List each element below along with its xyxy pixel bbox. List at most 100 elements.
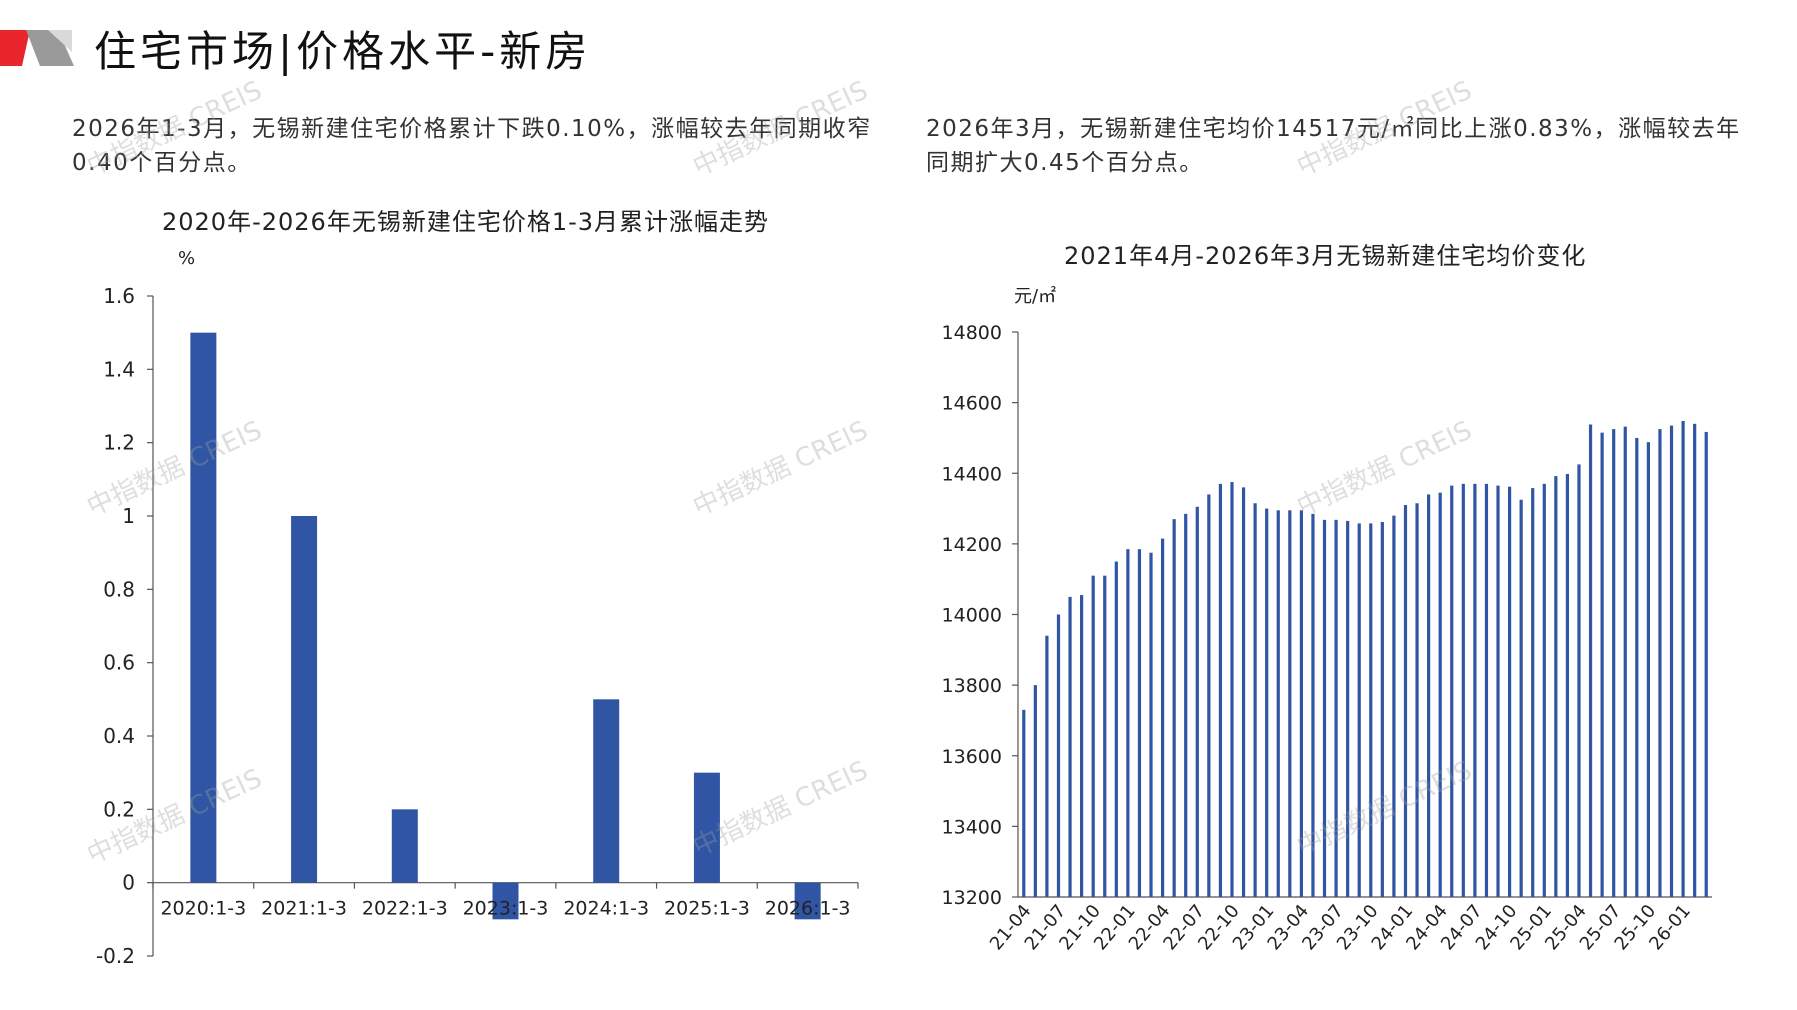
chart2-bar — [1612, 429, 1616, 897]
chart2-bar — [1484, 483, 1489, 897]
chart2-y-tick-label: 13600 — [942, 746, 1002, 768]
chart2-bar — [1137, 549, 1142, 897]
chart2-y-tick-label: 14000 — [942, 605, 1002, 627]
chart1-y-tick-label: 1 — [122, 504, 135, 528]
chart2-bar — [1646, 442, 1650, 897]
chart2-bar — [1230, 482, 1234, 897]
chart2-bar — [1658, 429, 1662, 897]
chart2-bar — [1207, 494, 1211, 897]
chart2-bar — [1045, 635, 1049, 897]
chart1-x-tick-label: 2024:1-3 — [563, 898, 649, 920]
chart1-x-tick-label: 2025:1-3 — [664, 898, 750, 920]
chart2-bar — [1403, 505, 1408, 897]
chart2-bar — [1299, 510, 1303, 897]
chart2-bar — [1241, 487, 1246, 897]
chart2-bar — [1265, 508, 1269, 897]
chart2-bar — [1080, 595, 1084, 897]
chart2-y-tick-label: 13200 — [942, 887, 1002, 909]
chart2-bar — [1496, 485, 1500, 897]
chart1-bar — [190, 332, 217, 883]
chart1-x-tick-label: 2021:1-3 — [261, 898, 347, 920]
chart2-bar — [1427, 494, 1431, 897]
chart2-bar — [1450, 485, 1454, 897]
chart2-bar — [1704, 431, 1708, 897]
chart1-y-tick-label: 0 — [122, 871, 135, 895]
chart2-bar — [1693, 423, 1697, 897]
chart2-bar — [1588, 424, 1593, 897]
logo-light-shape — [48, 30, 72, 52]
chart1-title: 2020年-2026年无锡新建住宅价格1-3月累计涨幅走势 — [162, 208, 770, 236]
chart2-bar — [1091, 575, 1095, 897]
chart2-bar — [1172, 519, 1176, 897]
chart1-bar — [492, 882, 519, 920]
chart2-bar — [1380, 521, 1384, 897]
chart2-y-tick-label: 14600 — [942, 393, 1002, 415]
chart2-bar — [1461, 483, 1465, 897]
chart2-bar — [1681, 420, 1685, 897]
chart2-bar — [1056, 614, 1061, 897]
chart2-bar — [1438, 492, 1442, 897]
chart1-x-tick-label: 2026:1-3 — [765, 898, 851, 920]
chart2-bar — [1218, 483, 1223, 897]
chart2-bar — [1473, 483, 1477, 897]
summary-left: 2026年1-3月，无锡新建住宅价格累计下跌0.10%，涨幅较去年同期收窄0.4… — [72, 116, 872, 176]
summary-right: 2026年3月，无锡新建住宅均价14517元/㎡同比上涨0.83%，涨幅较去年同… — [926, 116, 1741, 176]
chart1-x-tick-label: 2022:1-3 — [362, 898, 448, 920]
chart1-x-tick-label: 2020:1-3 — [160, 898, 246, 920]
chart2-bar — [1392, 515, 1396, 897]
chart-cumulative-change: -0.2 0 0.2 0.4 0.6 0.8 1 1.2 1.4 1.6 2020:1-3 2021:… — [96, 284, 859, 968]
chart2-bar — [1669, 425, 1674, 897]
chart2-bar — [1577, 464, 1581, 897]
chart2-bar — [1600, 432, 1604, 897]
chart1-bar — [593, 699, 620, 883]
chart2-bar — [1033, 685, 1037, 897]
logo-mark — [0, 30, 74, 66]
chart1-y-tick-label: 1.4 — [103, 357, 135, 381]
chart1-y-tick-label: 1.2 — [103, 431, 135, 455]
chart2-bar — [1114, 561, 1118, 897]
chart2-bar — [1507, 486, 1512, 897]
chart2-bar — [1253, 503, 1257, 897]
chart1-bar — [693, 772, 720, 883]
chart2-bar — [1288, 510, 1292, 897]
chart1-y-tick-label: 0.6 — [103, 651, 135, 675]
chart2-y-tick-label: 14400 — [942, 463, 1002, 485]
chart2-bar — [1623, 426, 1627, 897]
chart2-title: 2021年4月-2026年3月无锡新建住宅均价变化 — [1064, 242, 1587, 270]
chart1-y-tick-label: -0.2 — [96, 944, 135, 968]
chart2-bar — [1519, 499, 1523, 897]
chart2-bar — [1565, 473, 1570, 897]
chart2-bar — [1415, 503, 1419, 897]
chart2-bar — [1126, 549, 1130, 897]
chart2-y-tick-label: 13400 — [942, 816, 1002, 838]
chart2-bar — [1195, 506, 1199, 897]
chart1-bar — [794, 882, 821, 920]
chart2-bar — [1103, 575, 1107, 897]
chart1-x-tick-label: 2023:1-3 — [463, 898, 549, 920]
chart2-y-tick-label: 13800 — [942, 675, 1002, 697]
chart2-bar — [1311, 513, 1315, 897]
chart2-bar — [1531, 488, 1535, 897]
chart2-y-tick-label: 14800 — [942, 322, 1002, 344]
chart2-bar — [1322, 519, 1327, 897]
chart2-bar — [1149, 552, 1153, 897]
chart2-bar — [1357, 523, 1361, 897]
chart2-bar — [1068, 596, 1072, 897]
chart2-bar — [1542, 483, 1546, 897]
chart2-y-unit: 元/㎡ — [1014, 286, 1057, 307]
chart1-bar — [391, 809, 418, 883]
chart1-y-unit: % — [178, 248, 196, 269]
chart1-y-tick-label: 1.6 — [103, 284, 135, 308]
chart2-bar — [1346, 520, 1350, 897]
chart1-y-tick-label: 0.2 — [103, 797, 135, 821]
chart2-bar — [1334, 519, 1338, 897]
chart1-y-tick-label: 0.8 — [103, 577, 135, 601]
chart2-bar — [1160, 538, 1165, 897]
chart2-bar — [1022, 709, 1026, 897]
chart1-bar — [291, 516, 318, 883]
chart2-bar — [1369, 523, 1373, 897]
chart2-y-tick-label: 14200 — [942, 534, 1002, 556]
page-title: 住宅市场|价格水平-新房 — [94, 27, 592, 76]
chart2-bar — [1184, 513, 1188, 897]
